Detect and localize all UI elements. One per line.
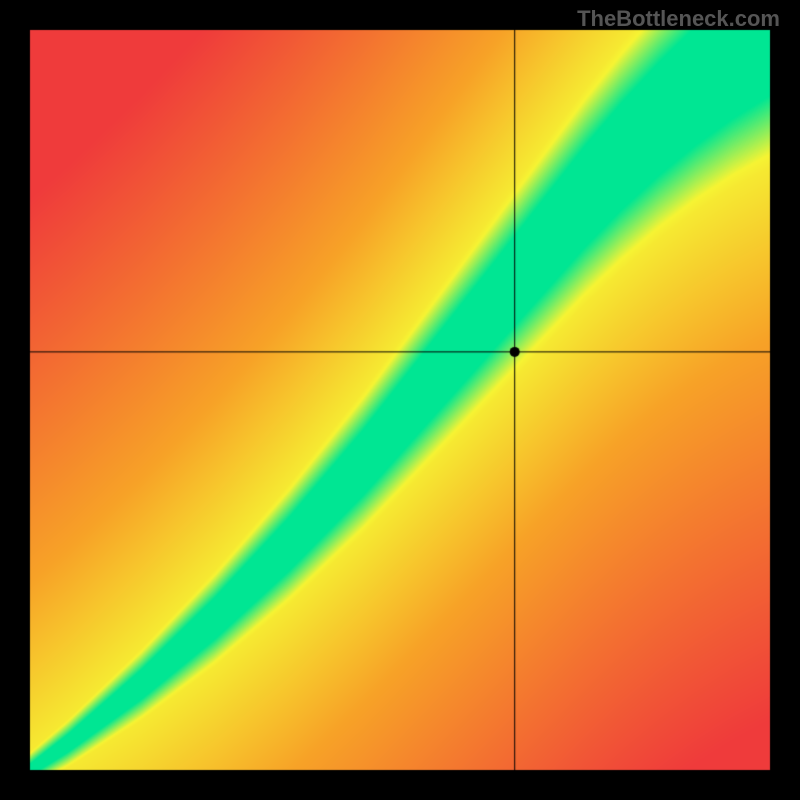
chart-container: TheBottleneck.com [0, 0, 800, 800]
watermark-text: TheBottleneck.com [577, 6, 780, 32]
bottleneck-heatmap [0, 0, 800, 800]
